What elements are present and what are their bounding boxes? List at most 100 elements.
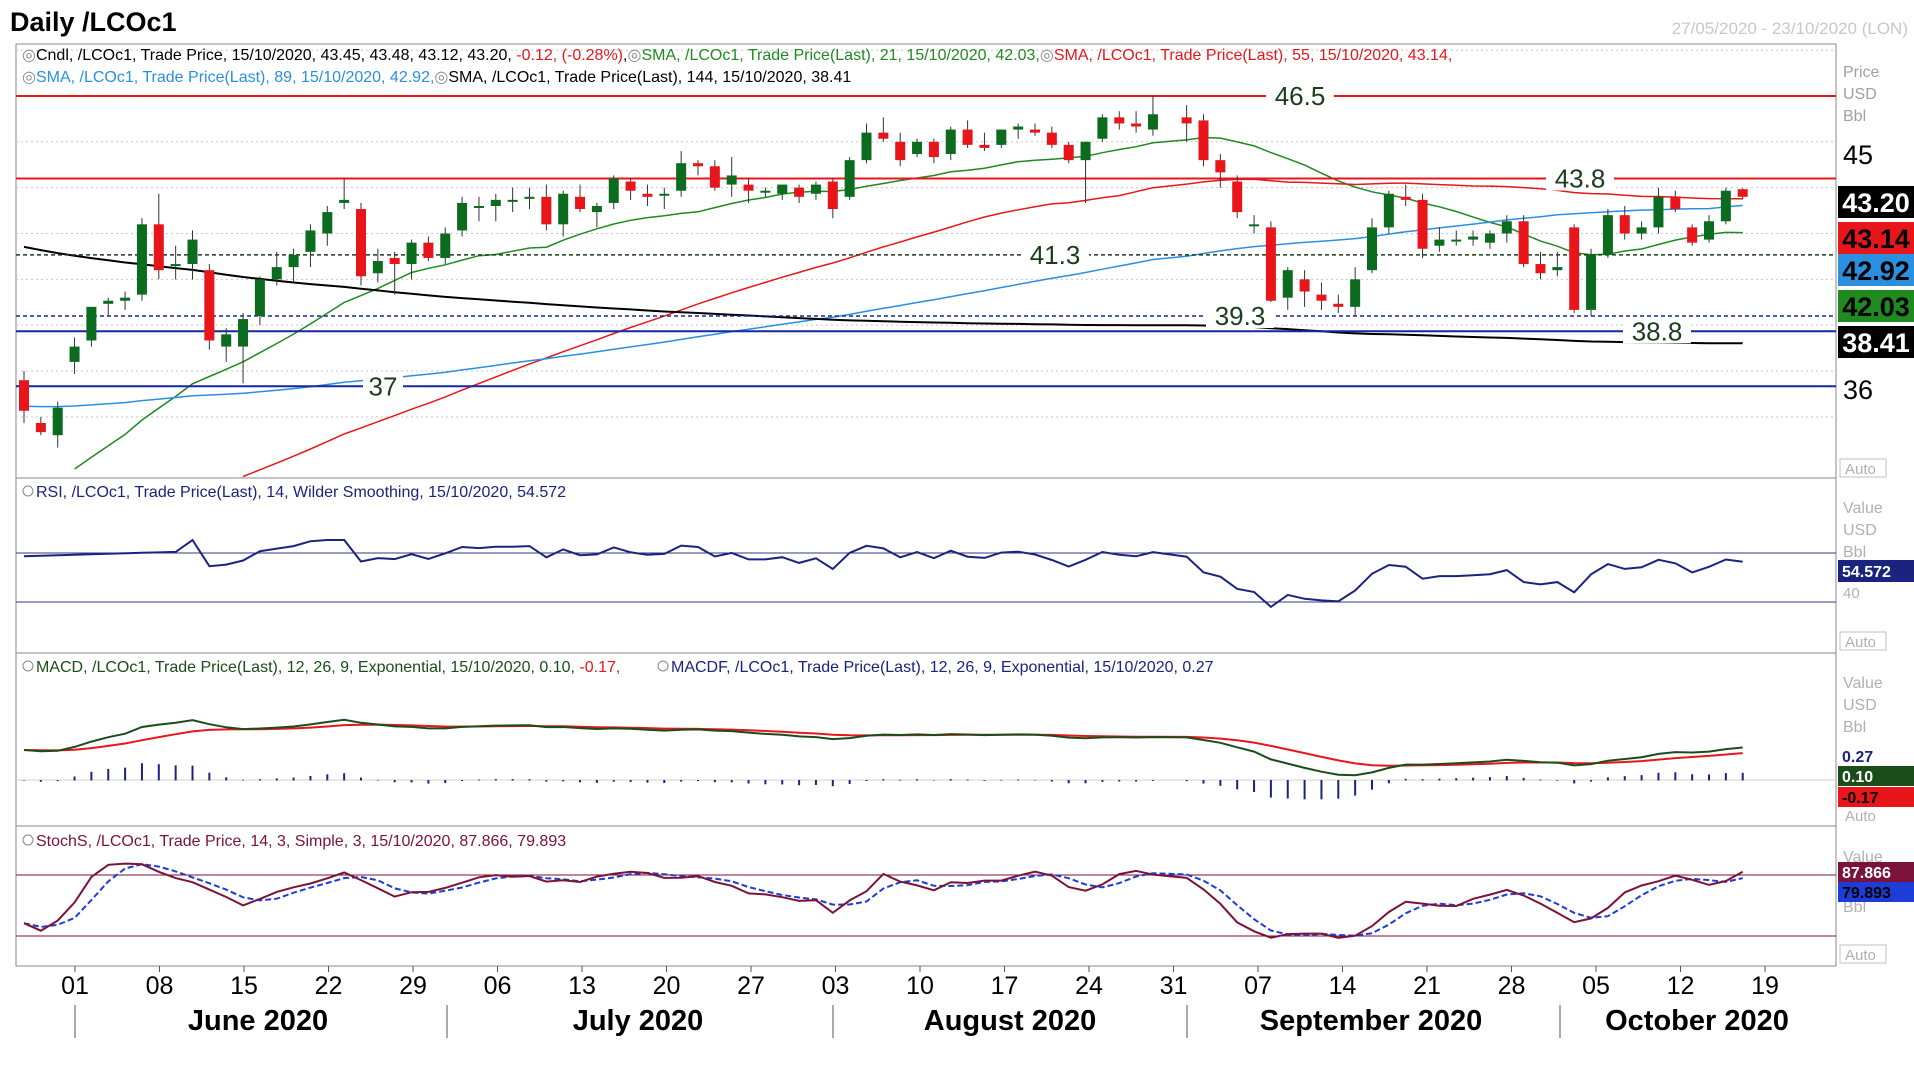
candle[interactable] [1619,205,1630,240]
gear-icon[interactable] [657,660,669,672]
candle[interactable] [659,187,670,210]
candle[interactable] [1181,105,1192,142]
candle[interactable] [305,224,316,268]
candle[interactable] [1350,267,1361,317]
rsi-panel[interactable]: RSI, /LCOc1, Trade Price(Last), 14, Wild… [16,484,1914,651]
candle[interactable] [440,227,451,265]
candle[interactable] [676,150,687,197]
candle[interactable] [1468,230,1479,246]
candle[interactable] [406,239,417,280]
candle[interactable] [996,129,1007,148]
candle[interactable] [490,193,501,222]
gear-icon[interactable] [22,485,34,497]
candle[interactable] [1670,190,1681,213]
candle[interactable] [1400,184,1411,206]
candle[interactable] [1636,221,1647,240]
candle[interactable] [1704,215,1714,243]
candle[interactable] [1653,187,1664,234]
candle[interactable] [1131,111,1142,133]
candle[interactable] [810,181,821,200]
candlesticks[interactable] [19,95,1748,448]
candle[interactable] [1501,215,1512,243]
candle[interactable] [457,196,468,237]
candle[interactable] [1737,188,1748,200]
candle[interactable] [1484,230,1495,249]
candle[interactable] [1215,154,1226,188]
candle[interactable] [726,157,737,197]
candle[interactable] [743,178,754,203]
candle[interactable] [524,187,535,210]
candle[interactable] [709,160,720,191]
candle[interactable] [1013,123,1024,139]
candle[interactable] [221,328,232,362]
candle[interactable] [1249,215,1260,234]
candle[interactable] [86,306,97,347]
candle[interactable] [136,218,147,301]
gear-icon[interactable]: ◎ [1040,47,1054,64]
candle[interactable] [827,178,838,219]
candle[interactable] [878,117,889,142]
stoch-panel[interactable]: StochS, /LCOc1, Trade Price, 14, 3, Simp… [16,833,1914,964]
stoch-auto-button[interactable] [1839,944,1887,964]
candle[interactable] [625,178,636,200]
candle[interactable] [1569,224,1580,313]
candle[interactable] [1232,175,1243,219]
gear-icon[interactable]: ◎ [22,69,36,86]
candle[interactable] [1299,270,1310,307]
candle[interactable] [1198,114,1209,167]
candle[interactable] [541,184,552,231]
candle[interactable] [507,187,518,213]
candle[interactable] [389,251,400,295]
candle[interactable] [153,193,164,280]
candle[interactable] [356,202,366,286]
candle[interactable] [288,248,299,283]
candle[interactable] [575,184,586,213]
gear-icon[interactable]: ◎ [434,69,448,86]
gear-icon[interactable]: ◎ [627,47,641,64]
candle[interactable] [558,190,569,237]
candle[interactable] [945,126,956,161]
candle[interactable] [187,230,198,280]
candle[interactable] [1367,218,1377,274]
candle[interactable] [591,202,602,228]
candle[interactable] [1417,193,1428,258]
candle[interactable] [1535,251,1546,280]
gear-icon[interactable] [22,660,34,672]
candle[interactable] [1552,251,1563,277]
gear-icon[interactable] [22,834,34,846]
candle[interactable] [912,138,923,158]
candle[interactable] [844,157,855,200]
candle[interactable] [339,178,350,210]
candle[interactable] [254,276,265,326]
candle[interactable] [170,245,181,280]
candle[interactable] [1383,190,1394,234]
candle[interactable] [271,251,282,286]
candle[interactable] [928,138,939,164]
candle[interactable] [473,196,484,222]
candle[interactable] [1687,224,1698,246]
candle[interactable] [1080,141,1091,203]
candle[interactable] [962,120,973,148]
candle[interactable] [204,264,215,350]
candle[interactable] [322,205,333,246]
candle[interactable] [1265,221,1276,310]
rsi-auto-button[interactable] [1839,631,1887,651]
candle[interactable] [1451,230,1462,246]
candle[interactable] [1586,248,1597,317]
candle[interactable] [1063,141,1074,164]
candle[interactable] [1518,215,1529,268]
candle[interactable] [895,132,906,167]
price-auto-button[interactable] [1839,458,1887,478]
candle[interactable] [979,132,990,151]
candle[interactable] [1333,294,1344,313]
candle[interactable] [1114,111,1125,130]
candle[interactable] [19,371,29,423]
candle[interactable] [52,401,63,448]
candle[interactable] [1720,187,1731,225]
date-axis[interactable]: 01 08 15 22 29 06 13 20 27 03 10 17 24 31 07 14 21 28 05 12… [61,966,1789,1038]
candle[interactable] [1282,267,1293,310]
candle[interactable] [1602,209,1613,258]
candle[interactable] [693,160,703,176]
candle[interactable] [794,184,805,203]
